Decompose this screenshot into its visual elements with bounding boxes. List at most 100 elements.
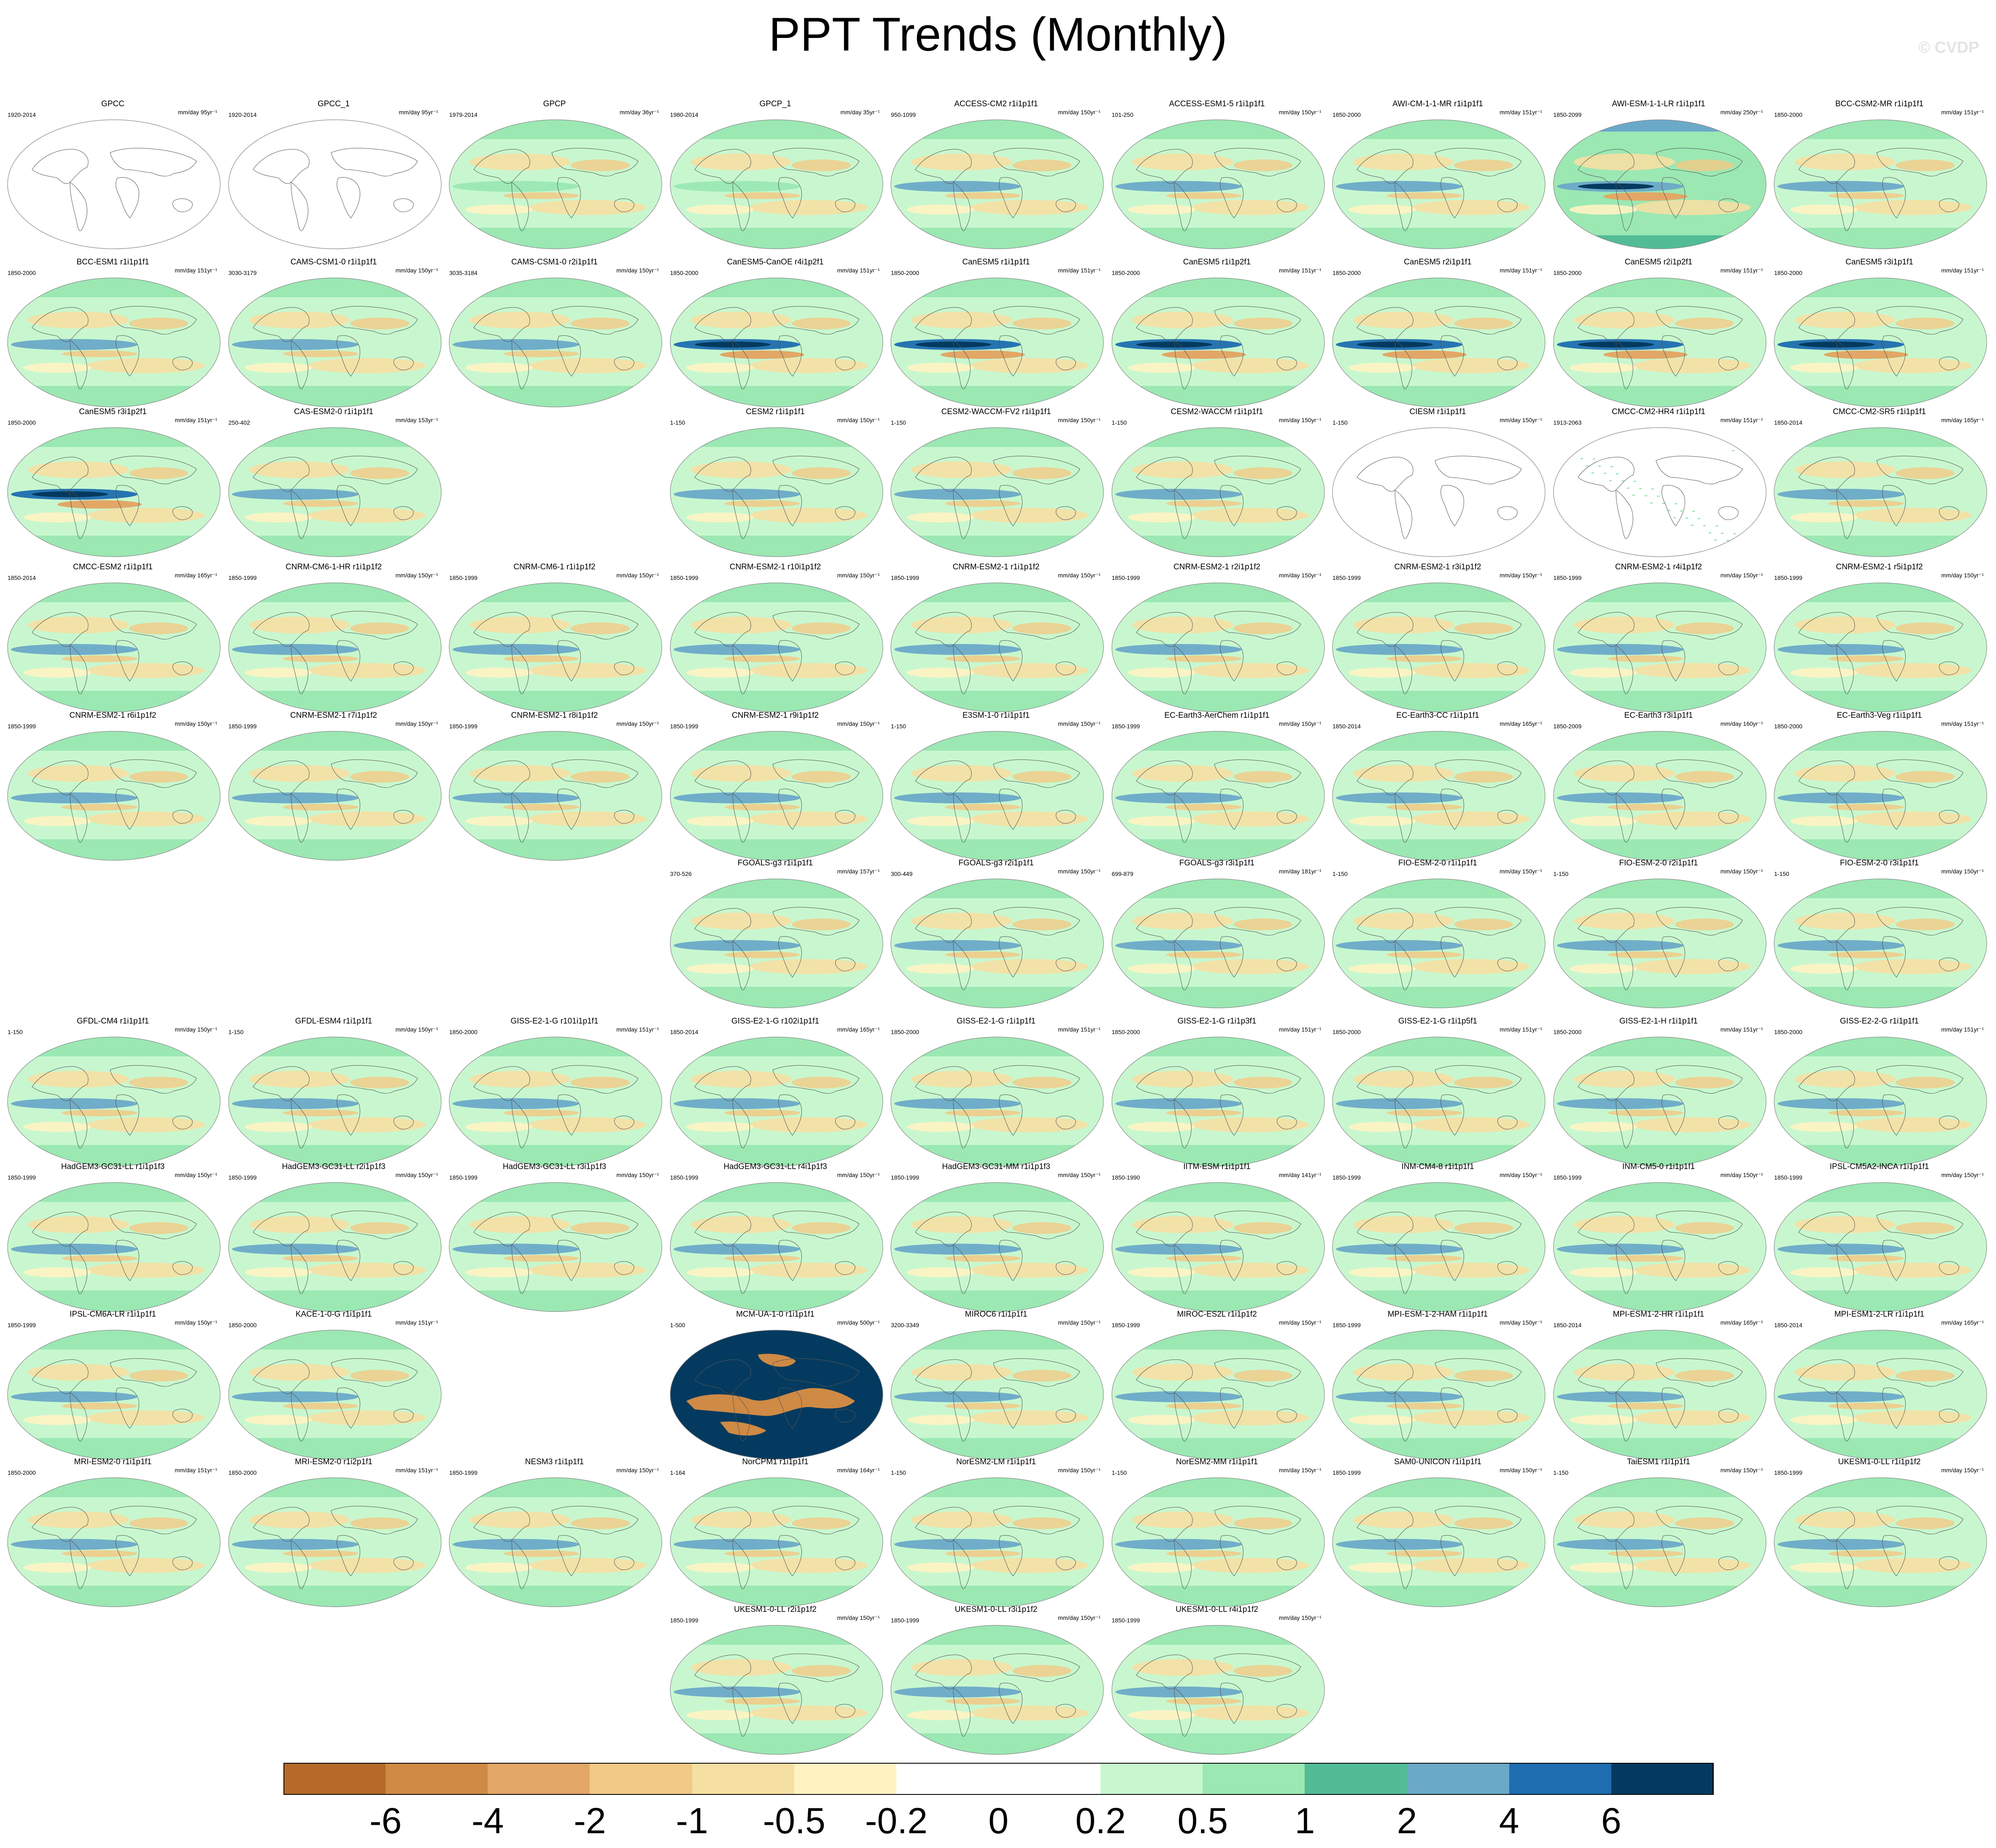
panel-years: 1850-2000	[1111, 269, 1140, 276]
panel-title: FGOALS-g3 r1i1p1f1	[737, 859, 813, 867]
panel-title: NorESM2-MM r1i1p1f1	[1176, 1457, 1258, 1466]
panel-years: 1913-2063	[1553, 419, 1582, 426]
panel-years: 1850-1999	[891, 1174, 919, 1181]
map-panel: EC-Earth3-AerChem r1i1p1f1 1850-1999 mm/da…	[1107, 708, 1327, 864]
map-panel: TaiESM1 r1i1p1f1 1-150 mm/day 150yr⁻¹	[1548, 1455, 1769, 1610]
trend-map	[7, 427, 221, 557]
map-panel: KACE-1-0-G r1i1p1f1 1850-2000 mm/day 151yr…	[224, 1307, 444, 1463]
panel-units: mm/day 150yr⁻¹	[395, 720, 438, 727]
panel-units: mm/day 150yr⁻¹	[616, 720, 659, 727]
panel-units: mm/day 151yr⁻¹	[1500, 1026, 1542, 1033]
panel-title: CNRM-ESM2-1 r3i1p1f2	[1394, 563, 1481, 571]
panel-units: mm/day 150yr⁻¹	[1058, 1614, 1100, 1621]
panel-units: mm/day 151yr⁻¹	[837, 267, 880, 274]
trend-map	[669, 427, 883, 557]
panel-years: 1850-1999	[670, 1174, 699, 1181]
panel-years: 1850-1999	[228, 1174, 257, 1181]
trend-map	[1111, 1477, 1325, 1607]
panel-title: CAMS-CSM1-0 r2i1p1f1	[511, 258, 598, 267]
panel-title: HadGEM3-GC31-LL r4i1p1f3	[723, 1162, 827, 1171]
colorbar-swatch	[896, 1763, 999, 1795]
map-panel: IPSL-CM6A-LR r1i1p1f1 1850-1999 mm/day 150…	[3, 1307, 223, 1463]
panel-years: 1850-1999	[1553, 1174, 1582, 1181]
trend-map	[1111, 427, 1325, 557]
panel-units: mm/day 150yr⁻¹	[1279, 1614, 1322, 1621]
panel-title: NorCPM1 r1i1p1f1	[742, 1457, 809, 1466]
map-panel: MPI-ESM-1-2-HAM r1i1p1f1 1850-1999 mm/day …	[1327, 1307, 1548, 1463]
panel-title: CanESM5 r2i1p1f1	[1404, 258, 1472, 267]
trend-map	[1774, 731, 1987, 861]
trend-map	[1111, 1625, 1325, 1755]
panel-title: HadGEM3-GC31-LL r3i1p1f3	[502, 1162, 607, 1171]
panel-units: mm/day 150yr⁻¹	[395, 1026, 438, 1033]
panel-years: 1850-2000	[891, 1029, 919, 1035]
panel-units: mm/day 164yr⁻¹	[837, 1467, 880, 1474]
panel-units: mm/day 160yr⁻¹	[1720, 720, 1763, 727]
panel-units: mm/day 151yr⁻¹	[1720, 1026, 1763, 1033]
panel-years: 101-250	[1111, 111, 1133, 118]
trend-map	[669, 1037, 883, 1166]
panel-title: FGOALS-g3 r3i1p1f1	[1179, 859, 1255, 867]
panel-units: mm/day 150yr⁻¹	[616, 572, 659, 579]
panel-title: AWI-ESM-1-1-LR r1i1p1f1	[1612, 100, 1705, 108]
panel-units: mm/day 150yr⁻¹	[395, 267, 438, 274]
trend-map	[1332, 1330, 1546, 1460]
panel-years: 1850-1999	[1553, 574, 1582, 581]
map-panel: HadGEM3-GC31-LL r4i1p1f3 1850-1999 mm/day …	[665, 1160, 886, 1315]
trend-map	[890, 1037, 1104, 1166]
panel-units: mm/day 150yr⁻¹	[837, 1614, 880, 1621]
panel-units: mm/day 150yr⁻¹	[616, 267, 659, 274]
map-panel: CNRM-ESM2-1 r6i1p1f2 1850-1999 mm/day 150y…	[3, 708, 223, 864]
panel-title: HadGEM3-GC31-LL r2i1p1f3	[282, 1162, 386, 1171]
panel-title: UKESM1-0-LL r4i1p1f2	[1176, 1605, 1258, 1614]
map-panel: MPI-ESM1-2-LR r1i1p1f1 1850-2014 mm/day 16…	[1769, 1307, 1990, 1463]
map-panel: CNRM-ESM2-1 r3i1p1f2 1850-1999 mm/day 150y…	[1327, 560, 1548, 715]
panel-years: 1850-1999	[228, 723, 257, 730]
panel-units: mm/day 150yr⁻¹	[1720, 868, 1763, 875]
panel-title: MRI-ESM2-0 r1i1p1f1	[74, 1457, 152, 1466]
panel-units: mm/day 165yr⁻¹	[837, 1026, 880, 1033]
panel-years: 1850-2000	[449, 1029, 477, 1035]
panel-units: mm/day 150yr⁻¹	[1058, 109, 1100, 116]
panel-title: CNRM-ESM2-1 r4i1p1f2	[1615, 563, 1702, 571]
map-panel: CNRM-ESM2-1 r10i1p1f2 1850-1999 mm/day 150…	[665, 560, 886, 715]
trend-map	[669, 277, 883, 407]
panel-units: mm/day 150yr⁻¹	[616, 1467, 659, 1474]
watermark: © CVDP	[1918, 39, 1979, 57]
panel-title: TaiESM1 r1i1p1f1	[1627, 1457, 1690, 1466]
trend-map	[1553, 277, 1767, 407]
panel-years: 1850-2000	[1332, 1029, 1361, 1035]
panel-units: mm/day 150yr⁻¹	[837, 720, 880, 727]
trend-map	[449, 277, 662, 407]
panel-title: MPI-ESM1-2-LR r1i1p1f1	[1834, 1310, 1925, 1319]
panel-title: CanESM5 r2i1p2f1	[1624, 258, 1693, 267]
colorbar-tick-label: -2	[574, 1801, 606, 1841]
panel-years: 1-150	[1111, 1469, 1127, 1476]
panel-title: EC-Earth3-CC r1i1p1f1	[1396, 711, 1479, 720]
trend-map	[669, 1477, 883, 1607]
trend-map	[228, 731, 442, 861]
colorbar: -6 -4 -2 -1 -0.5 -0.2 0 0.2 0.5 1 2 4 6	[0, 1754, 1996, 1848]
map-panel: CanESM5 r1i1p2f1 1850-2000 mm/day 151yr⁻¹	[1107, 255, 1327, 410]
panel-units: mm/day 151yr⁻¹	[1720, 417, 1763, 423]
trend-map	[449, 1477, 662, 1607]
map-panel: GPCP 1979-2014 mm/day 36yr⁻¹	[444, 97, 665, 252]
trend-map	[1553, 1037, 1767, 1166]
colorbar-tick-label: -6	[369, 1801, 402, 1841]
trend-map	[1774, 1330, 1987, 1460]
panel-units: mm/day 150yr⁻¹	[837, 417, 880, 423]
panel-title: CNRM-ESM2-1 r1i1p1f2	[952, 563, 1040, 571]
panel-years: 1850-2000	[8, 269, 36, 276]
panel-title: FIO-ESM-2-0 r3i1p1f1	[1840, 859, 1919, 867]
panel-units: mm/day 150yr⁻¹	[175, 1172, 217, 1178]
panel-units: mm/day 150yr⁻¹	[1058, 720, 1100, 727]
panel-years: 1850-2000	[1553, 269, 1582, 276]
trend-map	[228, 582, 442, 712]
panel-years: 1980-2014	[670, 111, 699, 118]
panel-title: BCC-CSM2-MR r1i1p1f1	[1835, 100, 1924, 108]
panel-units: mm/day 141yr⁻¹	[1279, 1172, 1322, 1178]
panel-title: EC-Earth3-Veg r1i1p1f1	[1837, 711, 1922, 720]
panel-title: MPI-ESM-1-2-HAM r1i1p1f1	[1387, 1310, 1488, 1319]
map-panel: HadGEM3-GC31-LL r1i1p1f3 1850-1999 mm/day …	[3, 1160, 223, 1315]
panel-years: 1850-1999	[8, 1174, 36, 1181]
